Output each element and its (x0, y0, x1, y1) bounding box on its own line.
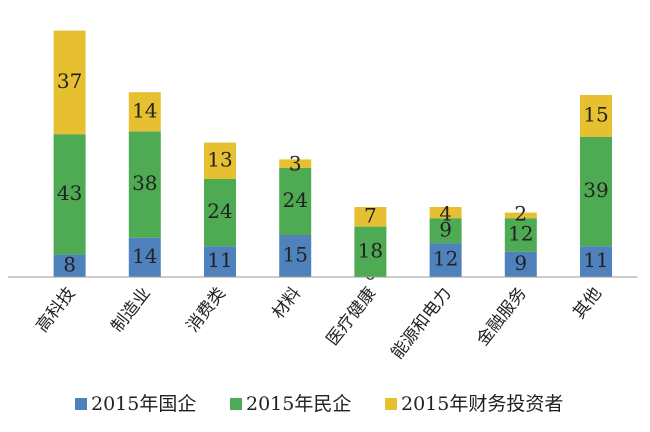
bar-segment-2-6 (504, 212, 537, 219)
bar-segment-2-1 (128, 92, 161, 132)
bar-segment-2-0 (53, 30, 86, 135)
bar-segment-0-6 (504, 251, 537, 277)
value-label-2-6: 2 (514, 202, 527, 226)
legend-swatch-1 (230, 398, 242, 410)
value-label-2-7: 15 (583, 103, 608, 127)
category-label-5: 能源和电力 (387, 284, 455, 363)
value-label-0-3: 15 (282, 243, 307, 267)
legend-label-2: 2015年财务投资者 (401, 393, 563, 415)
bars-group: 8433714381411241315243018712949122113915 (53, 30, 612, 285)
value-label-2-1: 14 (132, 98, 157, 122)
value-label-0-1: 14 (132, 244, 157, 268)
value-label-0-5: 12 (433, 247, 458, 271)
value-label-0-7: 11 (583, 248, 608, 272)
value-label-0-6: 9 (514, 251, 527, 275)
value-label-1-3: 24 (282, 188, 307, 212)
value-label-2-2: 13 (207, 147, 232, 171)
bar-segment-1-7 (580, 137, 612, 247)
bar-segment-1-0 (53, 134, 86, 255)
category-label-0: 高科技 (32, 284, 79, 337)
category-label-6: 金融服务 (473, 284, 531, 350)
bar-segment-0-0 (53, 254, 86, 277)
value-label-1-0: 43 (57, 181, 82, 205)
value-label-1-2: 24 (207, 199, 232, 223)
category-label-3: 材料 (268, 284, 305, 323)
value-label-2-3: 3 (289, 151, 302, 175)
bar-segment-1-4 (354, 226, 387, 277)
legend-label-0: 2015年国企 (91, 393, 196, 415)
bar-segment-0-3 (279, 235, 312, 277)
bar-segment-2-7 (580, 95, 612, 137)
value-label-2-0: 37 (57, 69, 82, 93)
value-label-2-4: 7 (364, 203, 377, 227)
bar-segment-2-2 (204, 142, 236, 179)
bar-segment-0-1 (128, 237, 161, 277)
bar-segment-0-5 (429, 243, 462, 277)
legend-swatch-0 (75, 398, 87, 410)
value-label-1-5: 9 (439, 217, 452, 241)
legend-swatch-2 (385, 398, 397, 410)
bar-segment-2-4 (354, 207, 387, 227)
value-label-1-6: 12 (508, 222, 533, 246)
value-label-2-5: 4 (439, 202, 452, 226)
bar-segment-2-5 (429, 207, 462, 219)
bar-segment-0-7 (580, 246, 612, 277)
value-label-1-1: 38 (132, 171, 157, 195)
value-label-1-7: 39 (583, 178, 608, 202)
category-label-7: 其他 (569, 284, 606, 323)
value-label-1-4: 18 (358, 238, 383, 262)
bar-segment-1-3 (279, 167, 312, 235)
bar-segment-2-3 (279, 159, 312, 168)
category-labels: 高科技 制造业 消费类 材料 医疗健康 能源和电力 金融服务 其他 (32, 284, 606, 363)
category-label-1: 制造业 (108, 284, 155, 337)
bar-segment-1-2 (204, 179, 236, 247)
bar-segment-0-2 (204, 246, 236, 277)
bar-segment-1-6 (504, 218, 537, 252)
value-label-0-2: 11 (207, 248, 232, 272)
bar-segment-1-1 (128, 131, 161, 238)
legend: 2015年国企 2015年民企 2015年财务投资者 (75, 393, 563, 415)
category-label-2: 消费类 (183, 284, 230, 337)
value-label-0-0: 8 (63, 252, 76, 276)
legend-label-1: 2015年民企 (246, 393, 351, 415)
category-label-4: 医疗健康 (323, 284, 381, 350)
bar-segment-1-5 (429, 218, 462, 244)
